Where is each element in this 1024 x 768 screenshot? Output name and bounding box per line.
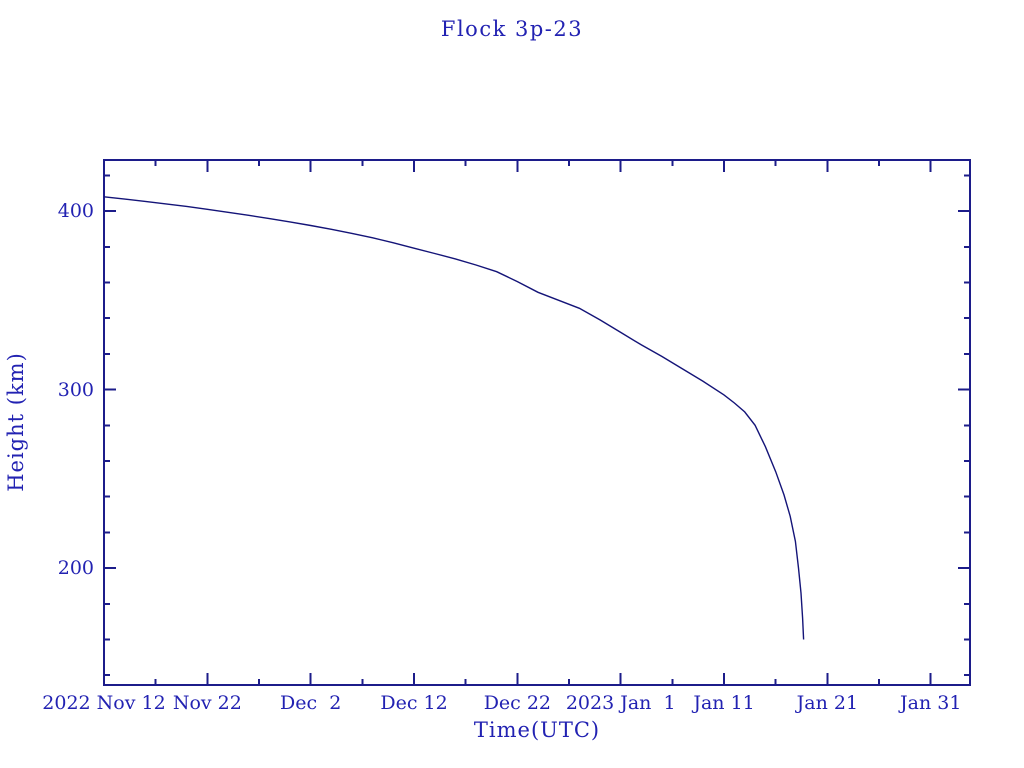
y-axis-title: Height (km) xyxy=(4,352,28,492)
x-axis-title: Time(UTC) xyxy=(473,718,601,742)
chart-title: Flock 3p-23 xyxy=(440,17,584,41)
x-tick-label: Dec 2 xyxy=(280,692,342,714)
x-tick-label: Jan 11 xyxy=(693,692,755,714)
plot-frame xyxy=(103,159,971,686)
x-tick-label: Dec 22 xyxy=(483,692,552,714)
y-tick-label: 200 xyxy=(57,557,94,580)
x-tick-label: Dec 12 xyxy=(380,692,448,714)
x-tick-label: 2023 Jan 1 xyxy=(565,692,676,714)
height-decay-curve xyxy=(103,196,805,640)
x-tick-label: Nov 22 xyxy=(172,692,242,714)
x-tick-label: Jan 31 xyxy=(900,692,962,714)
x-tick-label: 2022 Nov 12 xyxy=(42,692,166,714)
y-tick-label: 300 xyxy=(57,378,94,401)
y-tick-label: 400 xyxy=(57,200,94,223)
x-tick-label: Jan 21 xyxy=(796,692,859,714)
